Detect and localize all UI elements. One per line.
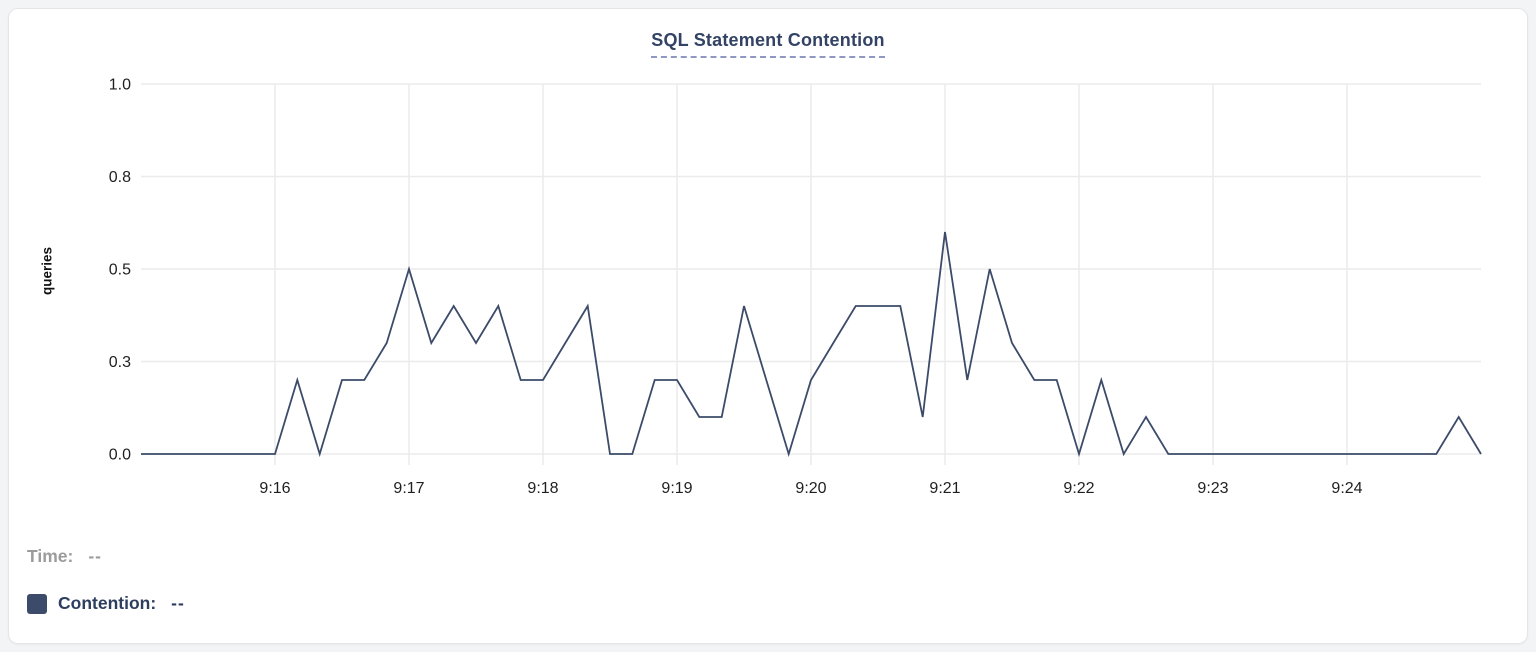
x-tick-label: 9:18 <box>527 480 558 497</box>
contention-series-line[interactable] <box>141 231 1482 458</box>
chart-title[interactable]: SQL Statement Contention <box>651 30 885 58</box>
x-tick-label: 9:16 <box>259 480 290 497</box>
y-tick-label: 0.3 <box>109 354 131 371</box>
line-chart-plot[interactable]: 0.0 0.3 0.5 0.8 1.0 9:16 9:17 9:18 9:19 9:20 9:21 9… <box>9 9 1529 524</box>
legend-contention-row[interactable]: Contention: -- <box>27 593 185 614</box>
x-tick-label: 9:24 <box>1331 480 1362 497</box>
chart-card: SQL Statement Contention queries 0.0 0.3 0… <box>8 8 1528 644</box>
y-tick-label: 0.5 <box>109 262 131 279</box>
x-tick-label: 9:22 <box>1063 480 1094 497</box>
x-tick-label: 9:23 <box>1197 480 1228 497</box>
legend-contention-label: Contention: <box>58 593 157 613</box>
x-tick-label: 9:21 <box>929 480 960 497</box>
legend-time-value: -- <box>88 546 103 566</box>
contention-series-swatch <box>27 593 47 614</box>
x-tick-label: 9:20 <box>795 480 826 497</box>
legend-contention-value: -- <box>171 593 185 613</box>
legend-time-row: Time: -- <box>27 546 102 567</box>
y-tick-label: 0.8 <box>109 169 131 186</box>
x-tick-label: 9:19 <box>661 480 692 497</box>
y-tick-label: 0.0 <box>109 447 131 464</box>
y-tick-label: 1.0 <box>109 77 131 94</box>
x-tick-label: 9:17 <box>393 480 424 497</box>
chart-header: SQL Statement Contention <box>9 30 1527 58</box>
legend-time-label: Time: <box>27 546 74 566</box>
